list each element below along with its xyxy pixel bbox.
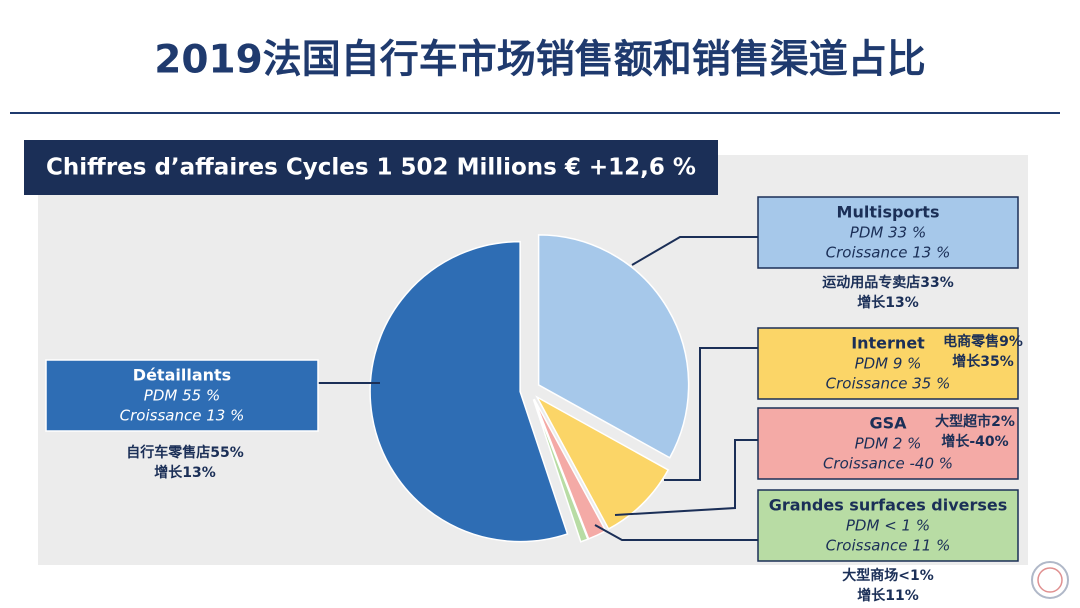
note: 大型超市2% [935,413,1015,430]
pie-slice [369,240,569,543]
leader-line [664,347,758,481]
legend-box [757,327,1019,400]
note: 电商零售9% [943,333,1023,350]
note: 增长11% [857,587,919,604]
value-label: PDM < 1 % [846,517,930,535]
growth-label: Croissance 11 % [826,537,951,555]
logo-ring [1031,561,1069,599]
growth-label: Croissance 13 % [120,407,245,425]
category-label: Grandes surfaces diverses [769,496,1008,515]
note: 增长35% [952,353,1014,370]
note: 运动用品专卖店33% [822,274,954,291]
legend-box [757,196,1019,269]
legend-box [757,489,1019,562]
category-label: Internet [851,334,925,353]
slide-title: 2019法国自行车市场销售额和销售渠道占比 [154,38,926,83]
logo [1031,561,1069,599]
leader-line [614,439,758,516]
category-label: GSA [869,414,907,433]
leader-line [594,524,758,541]
legend-box [45,359,319,432]
pie-slice [537,234,690,459]
leader-line [631,236,758,266]
value-label: PDM 9 % [855,355,922,373]
note: 增长13% [154,464,216,481]
growth-label: Croissance 13 % [826,244,951,262]
note: 大型商场<1% [842,567,934,584]
subtitle-box [24,140,718,195]
subtitle: Chiffres d’affaires Cycles 1 502 Million… [46,155,696,181]
value-label: PDM 33 % [850,224,926,242]
note: 增长13% [857,294,919,311]
pie-slice [532,399,589,543]
category-label: Détaillants [133,366,231,385]
note: 自行车零售店55% [126,444,244,461]
logo-ring [1037,567,1063,593]
growth-label: Croissance -40 % [823,455,953,473]
legend-box [757,407,1019,480]
pie-slice [535,395,670,530]
note: 增长-40% [941,433,1008,450]
growth-label: Croissance 35 % [826,375,951,393]
category-label: Multisports [837,203,940,222]
value-label: PDM 55 % [144,387,220,405]
value-label: PDM 2 % [855,435,922,453]
